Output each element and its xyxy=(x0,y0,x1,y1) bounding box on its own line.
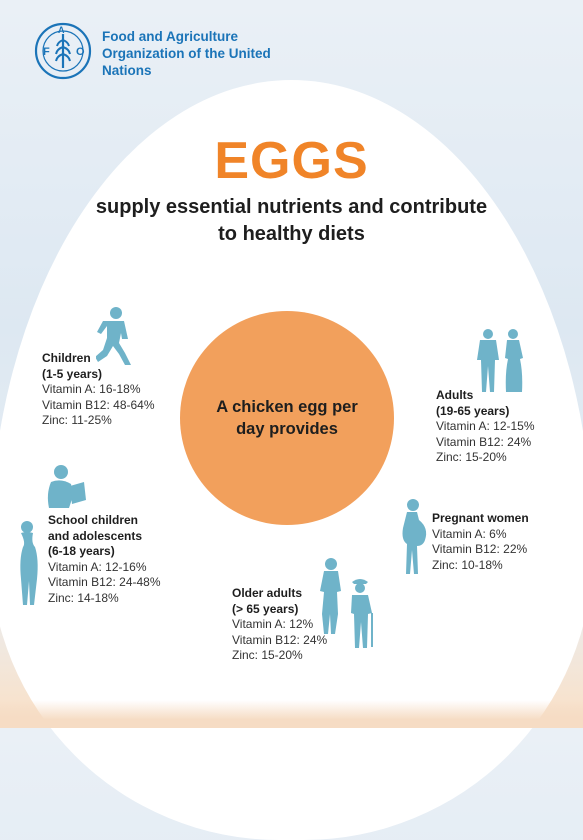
adults-zinc: Zinc: 15-20% xyxy=(436,450,507,464)
school-title-1: School children xyxy=(48,513,139,527)
header: F A O Food and Agriculture Organization … xyxy=(34,22,272,80)
center-circle: A chicken egg per day provides xyxy=(180,311,394,525)
school-title-3: (6-18 years) xyxy=(48,544,115,558)
adolescent-girl-icon xyxy=(20,521,38,605)
older-title-1: Older adults xyxy=(232,586,303,600)
children-vitamin-b12: Vitamin B12: 48-64% xyxy=(42,397,155,412)
school-title-2: and adolescents xyxy=(48,528,143,543)
older-couple-icon xyxy=(320,558,373,648)
adults-title-2: (19-65 years) xyxy=(436,403,510,418)
older-vitamin-a: Vitamin A: 12% xyxy=(232,617,314,631)
adults-vitamin-a: Vitamin A: 12-15% xyxy=(436,419,535,433)
group-school: School children and adolescents (6-18 ye… xyxy=(48,513,161,606)
pregnant-vitamin-b12: Vitamin B12: 22% xyxy=(432,542,528,556)
children-title-2: (1-5 years) xyxy=(42,366,103,381)
fao-logo-letter-a: A xyxy=(58,25,65,35)
children-title-1: Children xyxy=(42,351,91,365)
page-title: EGGS xyxy=(214,132,369,190)
older-title-2: (> 65 years) xyxy=(232,601,299,616)
group-adults: Adults (19-65 years) Vitamin A: 12-15% V… xyxy=(436,388,535,466)
adults-vitamin-b12: Vitamin B12: 24% xyxy=(436,434,532,449)
fao-logo: F A O xyxy=(34,22,92,80)
group-children: Children (1-5 years) Vitamin A: 16-18% V… xyxy=(42,351,155,429)
pregnant-title: Pregnant women xyxy=(432,511,529,525)
org-name: Food and Agriculture Organization of the… xyxy=(102,29,271,78)
child-running-icon xyxy=(96,307,131,365)
student-reading-icon xyxy=(47,465,86,508)
pregnant-vitamin-a: Vitamin A: 6% xyxy=(432,526,507,541)
pregnant-woman-icon xyxy=(402,499,427,574)
adult-couple-icon xyxy=(477,329,523,392)
page-subtitle: supply essential nutrients and contribut… xyxy=(95,196,488,245)
older-zinc: Zinc: 15-20% xyxy=(232,648,303,662)
ground-band xyxy=(0,700,583,728)
school-vitamin-b12: Vitamin B12: 24-48% xyxy=(48,575,161,589)
children-zinc: Zinc: 11-25% xyxy=(42,413,112,427)
children-vitamin-a: Vitamin A: 16-18% xyxy=(42,382,141,396)
group-older: Older adults (> 65 years) Vitamin A: 12%… xyxy=(232,586,327,664)
group-pregnant: Pregnant women Vitamin A: 6% Vitamin B12… xyxy=(432,511,529,573)
school-vitamin-a: Vitamin A: 12-16% xyxy=(48,559,147,574)
adults-title-1: Adults xyxy=(436,388,474,402)
fao-logo-letter-o: O xyxy=(76,46,85,58)
center-text: A chicken egg per day provides xyxy=(216,398,358,438)
older-vitamin-b12: Vitamin B12: 24% xyxy=(232,632,328,647)
fao-logo-letter-f: F xyxy=(43,46,50,58)
school-zinc: Zinc: 14-18% xyxy=(48,590,119,605)
pregnant-zinc: Zinc: 10-18% xyxy=(432,557,503,572)
